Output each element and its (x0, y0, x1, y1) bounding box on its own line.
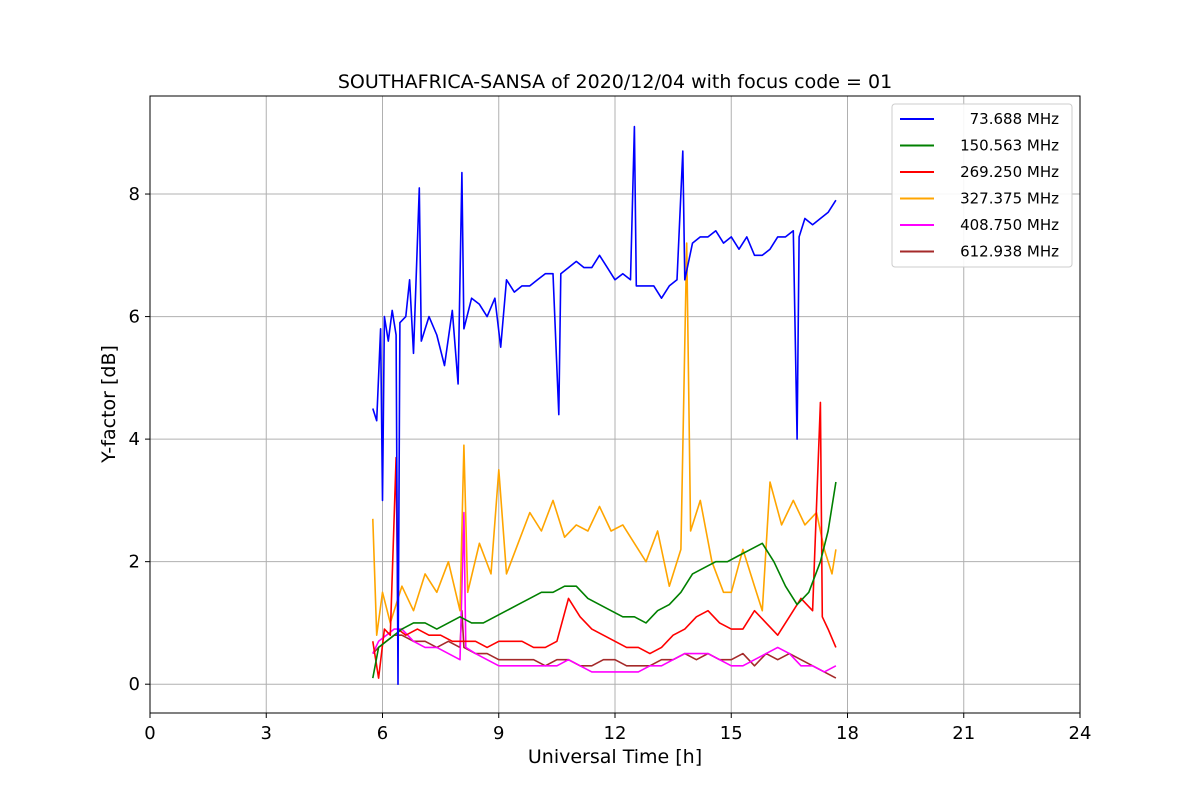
series-line (372, 481, 837, 679)
y-axis: 0 2 4 6 8 (129, 184, 150, 695)
y-tick-label: 0 (129, 674, 140, 695)
legend: 73.688 MHz 150.563 MHz 269.250 MHz 327.375 … (891, 103, 1073, 268)
y-axis-label: Y-factor [dB] (98, 345, 120, 464)
x-tick-label: 0 (144, 723, 155, 744)
x-tick-label: 6 (377, 723, 388, 744)
series-line (372, 609, 837, 679)
x-tick-label: 18 (836, 723, 859, 744)
series-line (372, 242, 837, 636)
legend-label: 150.563 MHz (960, 137, 1059, 155)
series-line (372, 511, 837, 673)
legend-label: 269.250 MHz (960, 163, 1059, 181)
x-tick-label: 3 (261, 723, 272, 744)
legend-label: 612.938 MHz (960, 243, 1059, 261)
series-group (372, 125, 837, 685)
chart-title: SOUTHAFRICA-SANSA of 2020/12/04 with foc… (338, 71, 892, 93)
legend-label: 408.750 MHz (960, 216, 1059, 234)
grid (149, 96, 1081, 713)
legend-label: 73.688 MHz (970, 110, 1059, 128)
x-tick-label: 15 (720, 723, 743, 744)
x-axis-label: Universal Time [h] (528, 746, 702, 768)
x-tick-label: 12 (604, 723, 627, 744)
x-axis: 0 3 6 9 12 15 18 21 24 (144, 713, 1091, 744)
y-tick-label: 8 (129, 184, 140, 205)
legend-box (891, 103, 1073, 268)
legend-label: 327.375 MHz (960, 190, 1059, 208)
series-line (372, 125, 837, 685)
x-tick-label: 9 (493, 723, 504, 744)
y-tick-label: 6 (129, 307, 140, 328)
series-line (372, 401, 837, 679)
x-tick-label: 24 (1069, 723, 1092, 744)
y-tick-label: 2 (129, 552, 140, 573)
y-tick-label: 4 (129, 429, 140, 450)
x-tick-label: 21 (952, 723, 975, 744)
